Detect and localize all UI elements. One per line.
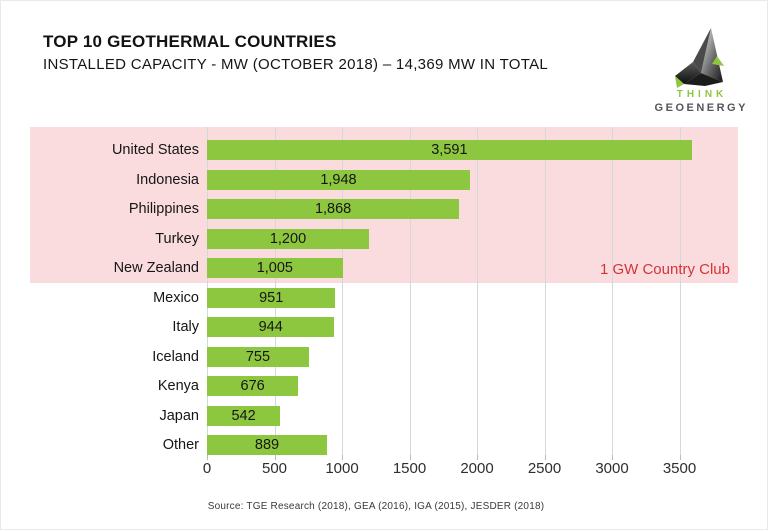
axis-gridline xyxy=(612,127,613,455)
country-label: Other xyxy=(162,437,199,453)
page-title: TOP 10 GEOTHERMAL COUNTRIES xyxy=(43,32,337,51)
bar: 1,948 xyxy=(207,169,470,190)
x-axis-tick-label: 1000 xyxy=(325,460,359,477)
x-axis-tick-label: 2500 xyxy=(527,460,562,477)
x-axis-tick-label: 1500 xyxy=(392,460,427,477)
x-axis-tick-label: 0 xyxy=(202,460,212,477)
logo-text-geoenergy: GEOENERGY xyxy=(654,102,748,114)
bar: 1,868 xyxy=(207,199,460,219)
bar: 755 xyxy=(207,346,309,367)
axis-tick xyxy=(274,455,276,460)
axis-tick xyxy=(409,455,411,460)
axis-gridline xyxy=(409,127,411,455)
bar: 951 xyxy=(207,287,336,308)
bar: 1,200 xyxy=(207,228,369,249)
country-label: Philippines xyxy=(128,201,199,217)
thinkgeoenergy-logo: THINK GEOENERGY xyxy=(641,26,759,114)
club-annotation: 1 GW Country Club xyxy=(599,261,730,278)
axis-tick xyxy=(612,455,613,460)
logo-mark-icon xyxy=(675,28,724,88)
axis-tick xyxy=(477,455,478,460)
logo-text-think: THINK xyxy=(676,89,728,100)
source-text: Source: TGE Research (2018), GEA (2016),… xyxy=(207,501,545,512)
bar: 1,005 xyxy=(207,258,343,278)
country-label: Kenya xyxy=(157,378,199,394)
axis-gridline xyxy=(544,127,546,455)
country-label: Iceland xyxy=(152,348,199,365)
page-subtitle: INSTALLED CAPACITY - MW (OCTOBER 2018) –… xyxy=(43,56,549,73)
bar: 676 xyxy=(207,376,299,396)
axis-tick xyxy=(544,455,546,460)
bar: 889 xyxy=(207,435,327,455)
country-label: Turkey xyxy=(155,230,199,247)
x-axis-tick-label: 3500 xyxy=(662,460,697,477)
country-label: Japan xyxy=(159,407,199,424)
country-label: Indonesia xyxy=(136,171,199,188)
axis-gridline xyxy=(679,127,681,455)
country-label: Mexico xyxy=(153,289,199,306)
x-axis-tick-label: 2000 xyxy=(460,460,494,477)
country-label: New Zealand xyxy=(113,260,199,276)
axis-gridline xyxy=(342,127,343,455)
axis-tick xyxy=(342,455,343,460)
x-axis-tick-label: 3000 xyxy=(595,460,629,477)
country-label: Italy xyxy=(172,319,199,335)
axis-gridline xyxy=(477,127,478,455)
bar: 944 xyxy=(207,317,335,337)
bar: 542 xyxy=(207,405,281,426)
bar: 3,591 xyxy=(207,140,692,160)
axis-tick xyxy=(679,455,681,460)
country-label: United States xyxy=(111,142,199,158)
header: TOP 10 GEOTHERMAL COUNTRIES INSTALLED CA… xyxy=(43,30,548,76)
bar-chart: 1 GW Country Club 0 500 1000 1500 2000 2500 30… xyxy=(0,127,768,477)
axis-tick xyxy=(207,455,208,460)
x-axis-tick-label: 500 xyxy=(261,460,288,477)
